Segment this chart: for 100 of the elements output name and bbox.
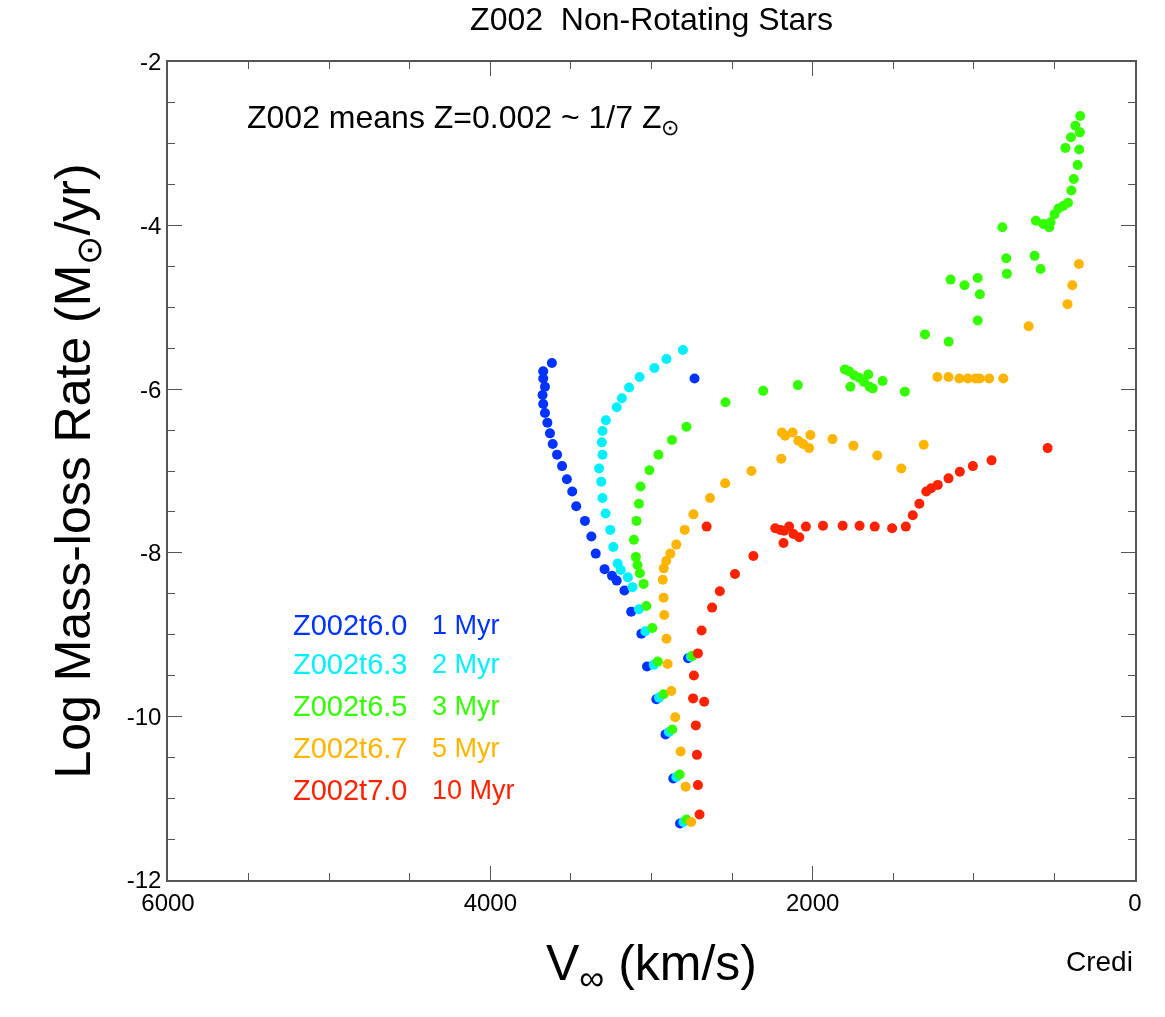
point [599,564,610,575]
point [729,569,740,580]
point [692,648,703,659]
point [594,463,605,474]
point [649,362,660,373]
point [900,521,911,532]
point [662,659,673,670]
point [600,415,611,426]
point [597,492,608,503]
point [658,592,669,603]
point [680,781,691,792]
point [932,479,943,490]
y-tick-label: -2 [140,48,162,76]
point [596,437,607,448]
point [661,633,672,644]
point [954,466,965,477]
point [787,427,798,438]
x-tick-label: 4000 [463,888,518,916]
text: Z002t6.0 [293,609,408,641]
point [998,373,1009,384]
point [689,373,700,384]
point [597,449,608,460]
point [546,358,557,369]
annotation: Z002 means Z=0.002 ~ 1/7 Z$_{⊙}$ [247,99,680,140]
point [539,407,550,418]
annotation: 10 Myr [432,775,515,805]
y-tick-label: -8 [140,539,162,567]
point [542,417,553,428]
point [688,670,699,681]
point [1067,280,1078,291]
annotation: 2 Myr [432,649,500,679]
x-tick-label: 2000 [785,888,840,916]
point [627,582,638,593]
point [804,443,815,454]
point [600,508,611,519]
point [967,461,978,472]
point [1042,443,1053,454]
point [611,575,622,586]
point [567,486,578,497]
point [537,389,548,400]
y-tick-label: -10 [126,702,162,730]
point [746,466,757,476]
point [943,473,954,484]
point [665,548,676,559]
point [918,439,929,450]
annotation: 3 Myr [432,691,500,721]
point [544,428,555,439]
point [605,524,616,535]
point [1073,259,1084,270]
point [557,461,568,472]
point [686,816,697,827]
point [1062,299,1073,310]
point [720,478,731,489]
text: Z002t6.3 [293,648,408,680]
point [571,501,582,512]
point [780,430,791,441]
point [596,476,607,487]
point [586,531,597,542]
point [666,686,677,697]
point [552,449,563,460]
point [986,455,997,466]
point [539,381,550,392]
point [943,371,954,382]
point [616,393,627,404]
text: Z002t6.5 [293,690,408,722]
point [661,555,672,566]
point [848,440,859,451]
point [778,537,789,548]
point [547,439,558,450]
point [932,371,943,382]
point [688,693,699,704]
point [907,510,918,521]
point [691,749,702,760]
point [690,720,701,731]
point [1023,321,1034,332]
point [887,523,898,534]
point [694,809,705,820]
point [608,542,619,553]
x-tick-label: 0 [1128,888,1142,916]
point [692,780,703,791]
point [561,474,572,485]
annotation: 5 Myr [432,733,500,763]
point [626,606,637,617]
point [748,551,759,562]
annotation: 1 Myr [432,610,500,640]
point [590,548,601,559]
point [914,498,925,509]
point [984,373,995,384]
point [657,574,668,585]
point [611,402,622,413]
point [671,539,682,550]
text: Z002t6.7 [293,732,408,764]
point [827,434,838,445]
point [800,521,811,532]
point [699,696,710,707]
point [869,521,880,532]
point [707,602,718,613]
point [872,450,883,461]
point [696,625,707,636]
point [784,521,795,532]
